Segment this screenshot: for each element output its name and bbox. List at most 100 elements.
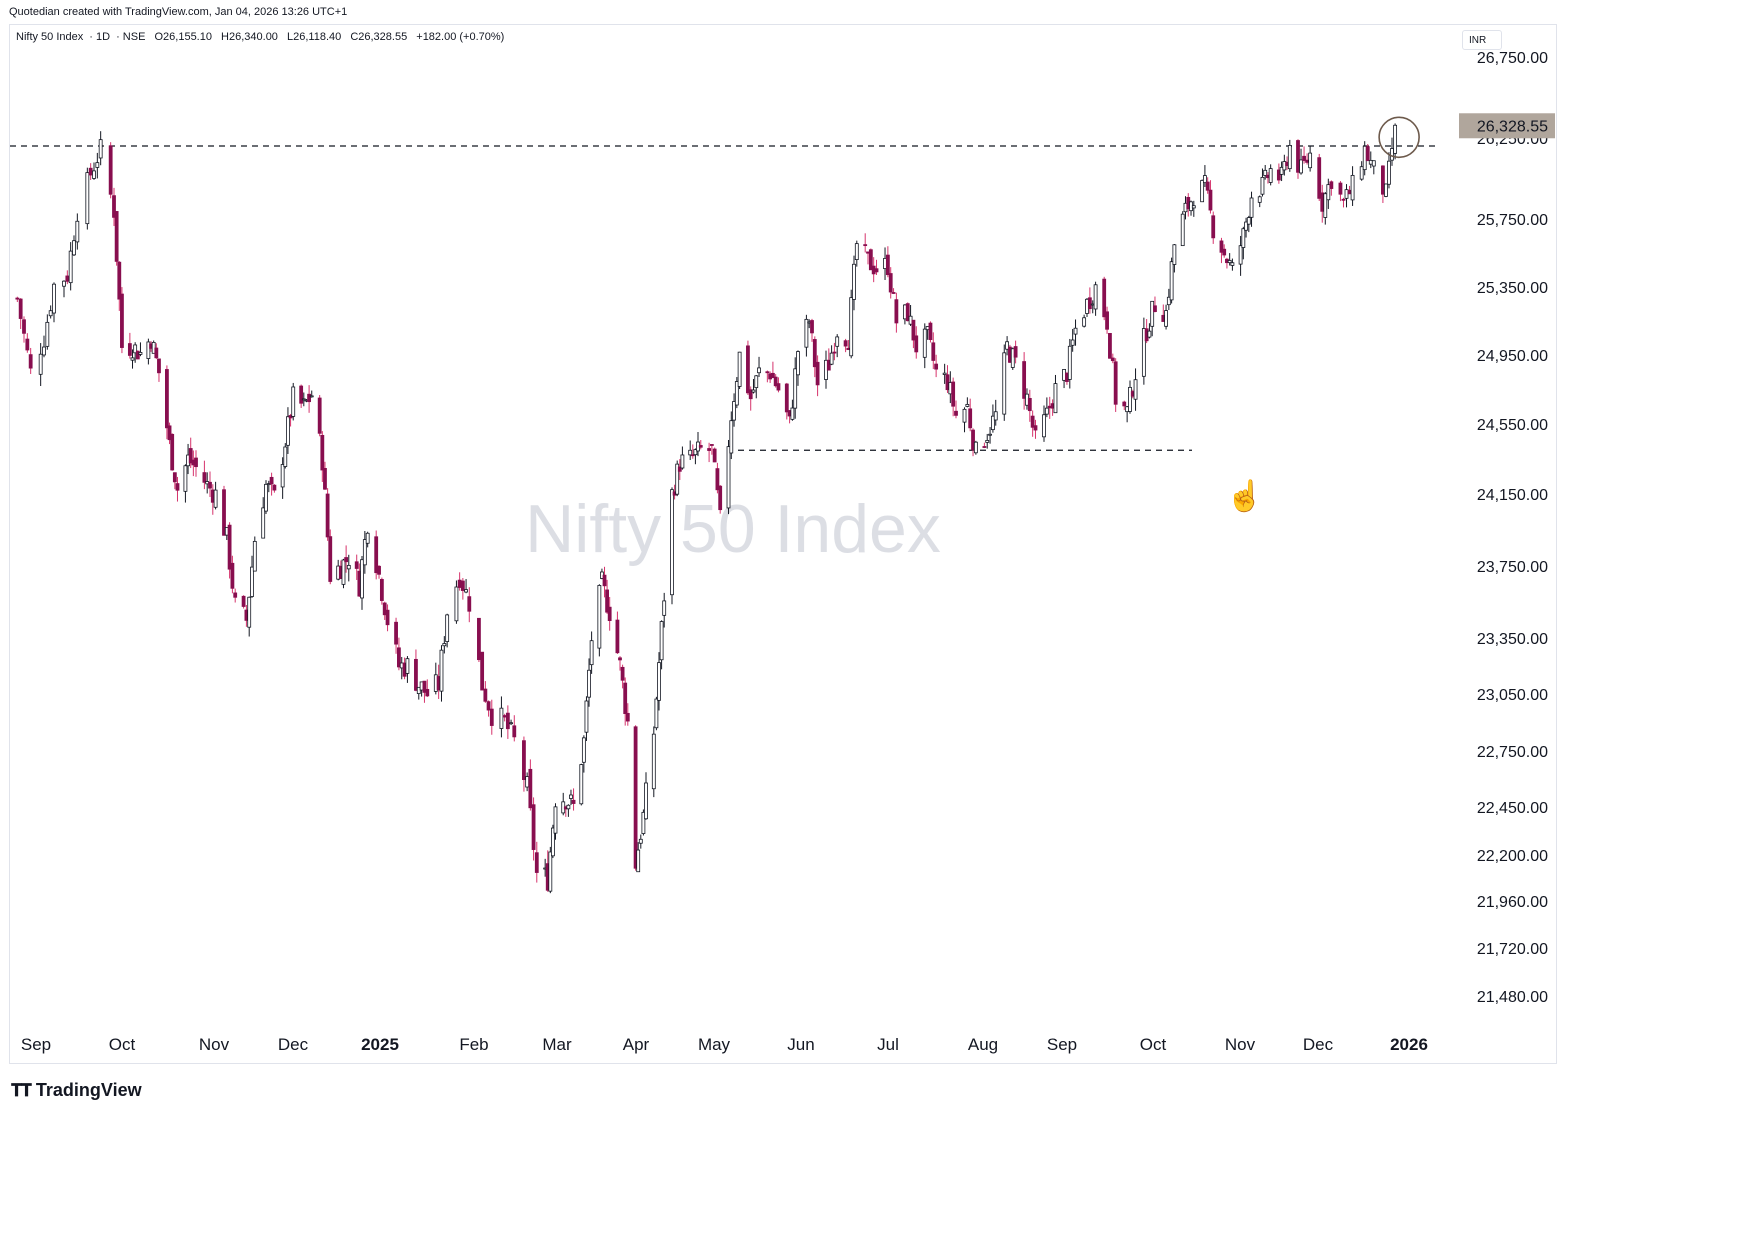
candle	[551, 824, 555, 859]
candle	[28, 347, 33, 374]
candle	[1320, 184, 1325, 223]
candle	[127, 332, 132, 359]
candle	[657, 652, 661, 711]
candle	[130, 349, 135, 369]
time-tick-label: Nov	[199, 1035, 230, 1054]
candle	[52, 282, 56, 323]
candle	[584, 696, 589, 741]
candle	[170, 433, 175, 471]
candle	[620, 664, 625, 689]
horizontal-lines	[10, 145, 1435, 451]
candle	[45, 314, 50, 350]
legend-symbol[interactable]: Nifty 50 Index	[16, 31, 84, 43]
candle	[973, 440, 978, 455]
currency-button[interactable]: INR	[1462, 30, 1502, 50]
candle	[1211, 211, 1216, 244]
candle	[157, 358, 161, 382]
candle	[587, 658, 591, 707]
candle	[1044, 397, 1049, 418]
candle	[931, 332, 936, 370]
candle	[286, 407, 290, 454]
tradingview-logo[interactable]: 𝐓𝐓 TradingView	[11, 1080, 142, 1101]
candle	[1381, 165, 1385, 204]
candle	[868, 248, 873, 271]
time-axis[interactable]: Sep Oct Nov Dec 2025 Feb Mar Apr May Jun Jul Aug Sep…	[21, 1035, 1428, 1054]
candle	[1230, 258, 1235, 271]
candle	[757, 356, 761, 377]
last-price-label: 26,328.55	[1477, 118, 1548, 135]
candle	[874, 259, 879, 275]
candle	[1244, 217, 1248, 238]
candle	[835, 334, 840, 358]
candle	[1225, 257, 1229, 269]
candle	[301, 392, 306, 407]
candle	[765, 370, 770, 383]
time-tick-label: Apr	[623, 1035, 650, 1054]
candle	[188, 437, 193, 469]
price-tick-label: 21,960.00	[1477, 894, 1548, 911]
candle	[589, 631, 594, 674]
candle	[754, 375, 759, 399]
candle	[651, 726, 656, 798]
time-tick-label: Dec	[278, 1035, 309, 1054]
candle	[250, 555, 254, 598]
candle	[954, 400, 958, 419]
candle	[172, 472, 177, 490]
candle	[120, 287, 124, 354]
candle	[1166, 288, 1171, 311]
candle	[911, 319, 916, 349]
price-tick-label: 22,750.00	[1477, 744, 1548, 761]
candle	[810, 318, 814, 342]
candle	[264, 480, 268, 514]
candle	[1113, 358, 1118, 412]
price-axis[interactable]: 26,750.0026,250.0025,750.0025,350.0024,9…	[1477, 50, 1548, 1006]
legend-interval[interactable]: 1D	[96, 31, 111, 43]
time-tick-label: Dec	[1303, 1035, 1334, 1054]
candle	[1153, 296, 1157, 313]
candle	[135, 350, 140, 360]
price-tick-label: 24,150.00	[1477, 487, 1548, 504]
candle	[1128, 380, 1132, 414]
candle	[483, 681, 488, 703]
candle	[1371, 160, 1376, 175]
symbol-legend: Nifty 50 Index · 1D · NSE O26,155.10 H26,3…	[16, 31, 505, 43]
candle	[1384, 183, 1388, 198]
candle	[467, 587, 472, 623]
candle	[771, 361, 775, 379]
candle	[528, 759, 533, 811]
candle	[1344, 184, 1349, 208]
candle	[307, 385, 311, 413]
price-tick-label: 23,050.00	[1477, 687, 1548, 704]
candle	[112, 187, 116, 227]
last-price-tag[interactable]: 26,328.55	[1459, 113, 1555, 139]
candle	[1268, 164, 1273, 186]
candle	[425, 679, 430, 698]
candle	[905, 302, 910, 322]
candle	[252, 536, 257, 572]
candle	[597, 584, 602, 657]
candle	[489, 699, 494, 735]
time-tick-label: Oct	[1140, 1035, 1167, 1054]
candle	[625, 703, 630, 726]
candle	[793, 357, 798, 419]
candle	[227, 522, 232, 579]
candle	[1205, 177, 1210, 194]
candle	[776, 377, 781, 393]
candle	[464, 579, 468, 594]
candle	[320, 431, 325, 482]
candle	[605, 579, 609, 614]
candle	[72, 235, 76, 256]
candle	[299, 384, 304, 408]
candle	[213, 481, 218, 510]
candle	[982, 442, 987, 449]
price-tick-label: 26,750.00	[1477, 50, 1548, 67]
candle	[1133, 368, 1138, 411]
candle	[1393, 123, 1398, 160]
candle	[854, 240, 859, 267]
candle	[48, 305, 53, 319]
time-tick-label: Nov	[1225, 1035, 1256, 1054]
candle	[531, 797, 536, 861]
candle	[360, 555, 364, 610]
candle	[888, 267, 893, 299]
